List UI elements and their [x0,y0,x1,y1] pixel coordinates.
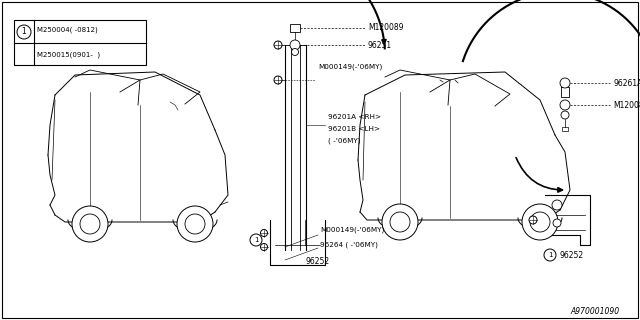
Text: M000149(-'06MY): M000149(-'06MY) [320,227,384,233]
Text: A970001090: A970001090 [571,308,620,316]
Text: 96201B <LH>: 96201B <LH> [328,126,380,132]
Text: M250004( -0812): M250004( -0812) [37,27,98,33]
Circle shape [561,111,569,119]
Circle shape [560,78,570,88]
Text: 96201A <RH>: 96201A <RH> [328,114,381,120]
Text: 1: 1 [22,28,26,36]
Circle shape [17,25,31,39]
Circle shape [552,200,562,210]
Circle shape [544,249,556,261]
Text: M120089: M120089 [368,23,403,33]
Text: M000149(-'06MY): M000149(-'06MY) [318,64,382,70]
Text: 96252: 96252 [305,257,329,266]
Text: 1: 1 [548,252,552,258]
Circle shape [390,212,410,232]
Circle shape [185,214,205,234]
Bar [562,127,568,131]
Circle shape [560,100,570,110]
Circle shape [530,212,550,232]
Circle shape [274,41,282,49]
Text: 96261A: 96261A [613,78,640,87]
Bar [14,20,146,65]
Circle shape [80,214,100,234]
Text: 96251: 96251 [368,41,392,50]
Circle shape [291,49,298,55]
Circle shape [250,234,262,246]
Circle shape [260,244,268,251]
Circle shape [72,206,108,242]
Circle shape [260,229,268,236]
Circle shape [529,216,537,224]
Text: M120089: M120089 [613,100,640,109]
Circle shape [553,219,561,227]
Bar [290,24,300,32]
Text: 96264 ( -'06MY): 96264 ( -'06MY) [320,242,378,248]
Text: M250015(0901-  ): M250015(0901- ) [37,52,100,58]
Circle shape [274,76,282,84]
Circle shape [522,204,558,240]
Text: ( -'06MY): ( -'06MY) [328,138,360,144]
Circle shape [290,40,300,50]
Circle shape [382,204,418,240]
Text: 96252: 96252 [560,251,584,260]
Circle shape [177,206,213,242]
Text: 1: 1 [253,237,259,243]
